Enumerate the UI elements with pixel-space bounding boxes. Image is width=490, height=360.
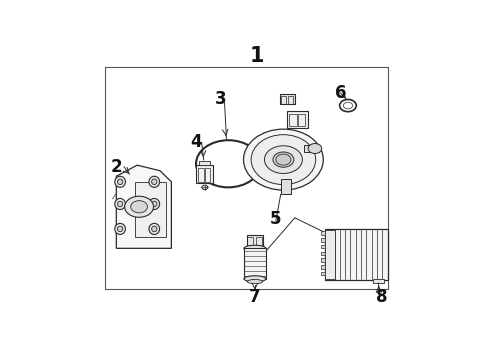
Bar: [281, 96, 287, 104]
Polygon shape: [116, 165, 172, 248]
Circle shape: [196, 140, 261, 187]
Bar: [247, 237, 253, 246]
Bar: [321, 231, 325, 235]
Circle shape: [276, 154, 291, 165]
Ellipse shape: [273, 152, 294, 167]
Bar: [281, 179, 292, 194]
Ellipse shape: [115, 176, 125, 187]
Bar: [298, 114, 305, 126]
Text: 1: 1: [249, 46, 264, 66]
Bar: [246, 235, 263, 246]
Bar: [321, 265, 325, 269]
Bar: [135, 182, 166, 237]
Bar: [325, 230, 335, 279]
Bar: [304, 145, 319, 152]
Ellipse shape: [244, 129, 323, 190]
Ellipse shape: [115, 223, 125, 234]
Bar: [321, 258, 325, 262]
Ellipse shape: [247, 279, 263, 284]
Ellipse shape: [244, 276, 266, 282]
Text: 6: 6: [335, 84, 346, 102]
Bar: [321, 238, 325, 242]
Bar: [325, 229, 388, 280]
Bar: [244, 248, 266, 279]
Ellipse shape: [118, 201, 123, 207]
Circle shape: [124, 196, 153, 217]
Bar: [205, 168, 211, 182]
Ellipse shape: [115, 198, 125, 210]
Circle shape: [343, 102, 352, 109]
Bar: [372, 279, 384, 283]
Ellipse shape: [149, 223, 160, 234]
Ellipse shape: [251, 135, 316, 185]
Bar: [105, 67, 388, 288]
Ellipse shape: [149, 198, 160, 210]
Ellipse shape: [118, 179, 123, 185]
Bar: [198, 168, 204, 182]
Bar: [256, 237, 262, 246]
Bar: [321, 252, 325, 255]
Text: 8: 8: [376, 288, 388, 306]
Ellipse shape: [118, 226, 123, 232]
Circle shape: [202, 185, 208, 190]
Text: 7: 7: [249, 288, 261, 306]
Ellipse shape: [151, 179, 157, 185]
Bar: [196, 165, 213, 183]
Circle shape: [308, 144, 322, 153]
Bar: [288, 96, 294, 104]
Ellipse shape: [244, 245, 266, 251]
Circle shape: [340, 99, 356, 112]
Ellipse shape: [149, 176, 160, 187]
Text: 4: 4: [190, 132, 202, 150]
Text: 3: 3: [215, 90, 226, 108]
Bar: [289, 114, 297, 126]
Ellipse shape: [265, 146, 302, 174]
Ellipse shape: [151, 201, 157, 207]
Text: 5: 5: [270, 210, 282, 228]
Bar: [321, 271, 325, 275]
Ellipse shape: [151, 226, 157, 232]
Bar: [199, 161, 210, 165]
Circle shape: [131, 201, 147, 213]
Bar: [287, 111, 308, 128]
Bar: [321, 245, 325, 248]
Text: 2: 2: [111, 158, 122, 176]
Bar: [280, 94, 295, 104]
